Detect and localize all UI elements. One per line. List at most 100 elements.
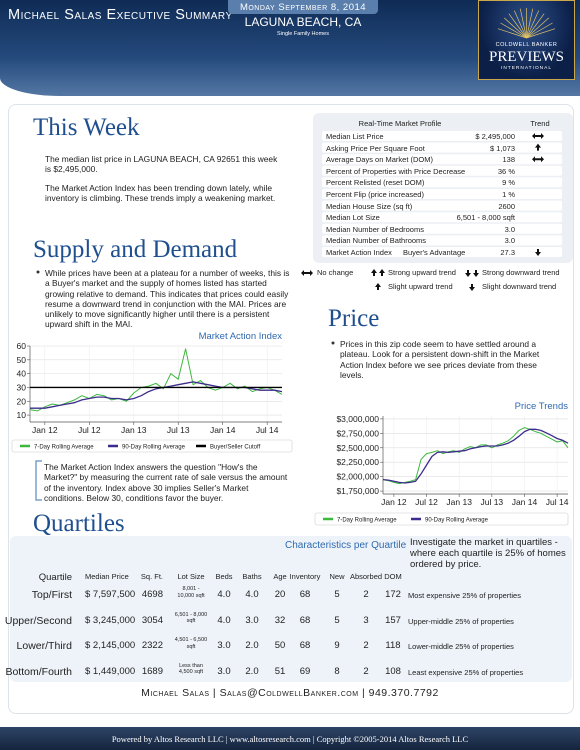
table-cell: 4.0 <box>217 589 231 600</box>
logo-ray <box>508 13 527 39</box>
table-cell: 6,501 - 8,000 sqft <box>174 611 208 625</box>
y-tick-label: $1,750,000 <box>336 486 379 496</box>
this-week-heading: This Week <box>33 114 140 141</box>
footer-credit: Powered by Altos Research LLC | www.alto… <box>111 734 469 744</box>
logo-ray <box>526 13 545 39</box>
table-cell: Upper-middle 25% of properties <box>408 616 514 626</box>
profile-row <box>322 189 562 199</box>
trend-arrow <box>535 143 541 151</box>
y-tick-label: $2,500,000 <box>336 443 379 453</box>
y-tick-label: 20 <box>17 396 27 406</box>
this-week-text: The Market Action Index has been trendin… <box>45 183 276 204</box>
x-tick-label: Jul 14 <box>256 425 279 435</box>
header-title: Michael Salas Executive Summary <box>8 7 233 23</box>
logo-ray <box>526 17 550 39</box>
legend-label: 7-Day Rolling Average <box>337 518 397 524</box>
table-cell: 172 <box>385 589 401 600</box>
footer-contact: Michael Salas | Salas@ColdwellBanker.com… <box>141 687 439 699</box>
quartiles-subtitle: Characteristics per Quartile <box>285 540 407 551</box>
price-text: Prices in this zip code seem to have set… <box>340 339 540 380</box>
table-cell: 108 <box>385 665 401 677</box>
table-header: Inventory <box>289 572 321 581</box>
trend-arrow <box>473 270 479 277</box>
y-tick-label: $2,250,000 <box>336 457 379 467</box>
y-tick-label: 30 <box>17 382 27 392</box>
trend-arrow <box>371 269 377 276</box>
quartile-name: Lower/Third <box>16 640 72 652</box>
x-tick-label: Jan 12 <box>381 497 407 507</box>
table-cell: $ 1,449,000 <box>85 665 136 677</box>
logo-brand: COLDWELL BANKER <box>495 42 558 48</box>
quartile-name: Bottom/Fourth <box>5 665 72 678</box>
table-header: Age <box>273 572 287 581</box>
profile-label: Percent of Properties with Price Decreas… <box>326 166 466 176</box>
supply-demand-heading: Supply and Demand <box>33 236 238 263</box>
quartile-name: Top/First <box>31 589 72 601</box>
y-tick-label: 60 <box>17 341 27 351</box>
table-cell: 5 <box>334 614 340 626</box>
x-tick-label: Jan 14 <box>210 425 236 435</box>
profile-value: 36 % <box>497 166 515 176</box>
quartile-name: Upper/Second <box>4 614 72 627</box>
table-cell: $ 3,245,000 <box>85 614 136 626</box>
trend-arrow <box>465 270 471 277</box>
legend-box <box>11 439 293 453</box>
logo-tagline: INTERNATIONAL <box>500 66 553 71</box>
legend-box <box>314 512 569 526</box>
table-header: Median Price <box>85 572 129 581</box>
table-cell: 9 <box>334 640 340 651</box>
x-tick-label: Jan 13 <box>446 497 472 507</box>
market-profile-title: Real-Time Market Profile <box>358 119 442 128</box>
table-cell: 32 <box>274 614 286 626</box>
series-line <box>29 348 283 412</box>
table-header: Sq. Ft. <box>140 572 163 581</box>
profile-note: Buyer's Advantage <box>403 248 466 257</box>
profile-label: Market Action Index <box>326 248 392 257</box>
table-cell: 3.0 <box>217 665 231 677</box>
table-header: DOM <box>384 572 402 581</box>
table-cell: Least expensive 25% of properties <box>408 667 524 677</box>
profile-value: $ 1,073 <box>489 143 515 153</box>
profile-value: 1 % <box>502 190 515 199</box>
table-cell: 3.0 <box>217 640 231 651</box>
profile-label: Asking Price Per Square Foot <box>326 143 425 153</box>
table-cell: 4.0 <box>217 614 231 626</box>
profile-row <box>322 131 562 141</box>
bullet <box>331 341 335 345</box>
legend-label: 90-Day Rolling Average <box>122 445 186 451</box>
logo-ray <box>526 28 556 39</box>
table-cell: 2.0 <box>245 640 259 651</box>
logo-ray <box>513 10 527 39</box>
quartiles-box <box>10 536 572 682</box>
y-tick-label: 10 <box>17 410 27 420</box>
profile-label: Median List Price <box>326 132 384 141</box>
profile-row <box>322 177 562 188</box>
table-header: Lot Size <box>177 572 205 581</box>
table-header: Baths <box>242 572 262 581</box>
header-property-type: Single Family Homes <box>277 31 329 37</box>
supply-demand-text: While prices have been at a plateau for … <box>45 268 290 330</box>
trend-header: Trend <box>530 119 550 128</box>
logo-ray <box>500 22 527 39</box>
bullet <box>36 270 40 274</box>
profile-label: Median Number of Bedrooms <box>326 224 424 234</box>
x-tick-label: Jul 14 <box>546 497 569 507</box>
logo-ray <box>519 8 527 39</box>
logo-ray <box>526 10 540 39</box>
profile-row <box>322 212 562 223</box>
y-tick-label: $3,000,000 <box>336 414 379 424</box>
x-tick-label: Jul 13 <box>167 425 190 435</box>
x-tick-label: Jan 12 <box>32 425 58 435</box>
trend-legend-label: Slight upward trend <box>388 282 453 291</box>
table-header: Quartile <box>38 572 72 583</box>
trend-legend-label: Strong upward trend <box>388 268 456 277</box>
profile-label: Median Lot Size <box>326 213 380 223</box>
trend-arrow <box>379 269 385 276</box>
logo-ray <box>503 17 527 39</box>
table-cell: 1689 <box>141 665 163 677</box>
table-cell: 3054 <box>141 614 163 626</box>
table-cell: 2.0 <box>245 665 259 677</box>
content-panel <box>8 104 574 714</box>
